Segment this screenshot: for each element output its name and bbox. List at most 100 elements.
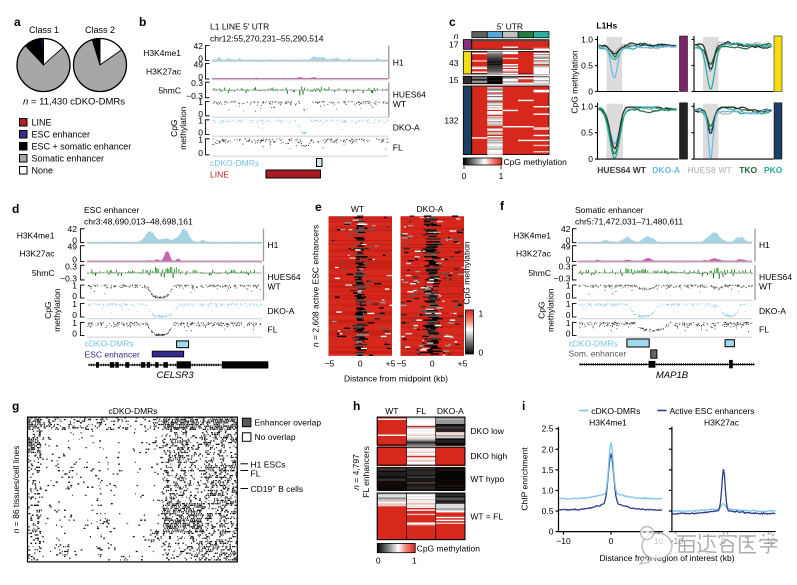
svg-text:0: 0 — [462, 171, 467, 181]
svg-text:0: 0 — [72, 255, 77, 265]
svg-text:FL: FL — [759, 324, 769, 334]
svg-text:2.5: 2.5 — [542, 424, 554, 434]
svg-text:cDKO-DMRs: cDKO-DMRs — [591, 406, 640, 416]
svg-text:CpG: CpG — [43, 301, 53, 318]
svg-text:WT: WT — [719, 165, 733, 175]
svg-text:1: 1 — [198, 97, 203, 107]
svg-text:0: 0 — [72, 329, 77, 339]
svg-text:0: 0 — [566, 255, 571, 265]
svg-text:1: 1 — [566, 299, 571, 309]
svg-text:L1Hs: L1Hs — [596, 21, 617, 31]
svg-text:H3K4me1: H3K4me1 — [17, 231, 55, 241]
svg-text:0.3: 0.3 — [559, 261, 571, 271]
svg-text:cDKO-DMRs: cDKO-DMRs — [108, 406, 157, 416]
svg-text:H3K4me1: H3K4me1 — [143, 48, 181, 58]
svg-text:ESC enhancer: ESC enhancer — [32, 130, 91, 140]
svg-text:1: 1 — [479, 309, 484, 319]
svg-text:n: n — [454, 31, 459, 41]
svg-text:FL: FL — [268, 324, 278, 334]
svg-text:n = 11,430 cDKO-DMRs: n = 11,430 cDKO-DMRs — [23, 97, 125, 108]
svg-text:49: 49 — [194, 60, 204, 70]
svg-text:0: 0 — [566, 310, 571, 320]
svg-text:H1: H1 — [759, 240, 770, 250]
svg-text:0: 0 — [566, 236, 571, 246]
svg-text:i: i — [522, 399, 525, 413]
svg-text:MAP1B: MAP1B — [656, 370, 689, 381]
svg-text:H1: H1 — [268, 240, 279, 250]
svg-text:+5: +5 — [386, 359, 396, 369]
svg-text:1: 1 — [198, 115, 203, 125]
svg-text:1: 1 — [72, 281, 77, 291]
svg-text:LINE: LINE — [210, 170, 229, 180]
svg-text:1: 1 — [198, 134, 203, 144]
svg-text:5hmC: 5hmC — [528, 268, 551, 278]
svg-text:0: 0 — [588, 87, 593, 97]
svg-text:DKO-A: DKO-A — [759, 306, 786, 316]
svg-text:n = 4,797: n = 4,797 — [351, 454, 361, 490]
svg-text:5hmC: 5hmC — [32, 268, 55, 278]
svg-text:1.0: 1.0 — [581, 101, 593, 111]
svg-text:H3K27ac: H3K27ac — [146, 66, 182, 76]
svg-text:2.0: 2.0 — [542, 444, 554, 454]
svg-text:DKO-A: DKO-A — [393, 123, 420, 133]
svg-text:HUES64: HUES64 — [393, 89, 426, 99]
svg-text:L1 LINE 5′ UTR: L1 LINE 5′ UTR — [210, 22, 269, 32]
svg-text:0.5: 0.5 — [581, 61, 593, 71]
svg-text:H3K27ac: H3K27ac — [20, 249, 56, 259]
svg-text:CELSR3: CELSR3 — [157, 370, 195, 381]
svg-text:0.5: 0.5 — [581, 128, 593, 138]
svg-text:WT: WT — [385, 406, 398, 416]
svg-text:n = 86 tissues/cell lines: n = 86 tissues/cell lines — [11, 446, 21, 534]
svg-text:Somatic enhancer: Somatic enhancer — [575, 205, 644, 215]
svg-text:g: g — [12, 399, 19, 413]
svg-text:chr12:55,270,231–55,290,514: chr12:55,270,231–55,290,514 — [210, 34, 324, 44]
svg-text:H3K4me1: H3K4me1 — [589, 418, 627, 428]
svg-text:DKO high: DKO high — [470, 451, 507, 461]
svg-text:0: 0 — [376, 556, 381, 566]
svg-text:DKO-A: DKO-A — [437, 406, 464, 416]
svg-text:0.5: 0.5 — [542, 506, 554, 516]
svg-text:FL enhancers: FL enhancers — [361, 446, 371, 498]
svg-text:H1 ESCs: H1 ESCs — [251, 460, 286, 470]
svg-text:0: 0 — [198, 148, 203, 158]
svg-text:e: e — [315, 200, 322, 214]
svg-text:FL: FL — [416, 406, 426, 416]
svg-text:0.3: 0.3 — [65, 261, 77, 271]
svg-text:Distance from region of intere: Distance from region of interest (kb) — [599, 553, 734, 563]
svg-text:49: 49 — [561, 242, 571, 252]
svg-text:+5: +5 — [458, 359, 468, 369]
svg-text:1.0: 1.0 — [542, 485, 554, 495]
svg-text:42: 42 — [194, 41, 204, 51]
svg-text:HUES8: HUES8 — [687, 165, 716, 175]
svg-text:−0.3: −0.3 — [60, 273, 77, 283]
svg-text:HUES64: HUES64 — [759, 272, 792, 282]
svg-text:−0.3: −0.3 — [186, 91, 203, 101]
svg-text:1: 1 — [72, 318, 77, 328]
svg-text:43: 43 — [449, 58, 459, 68]
svg-text:H3K27ac: H3K27ac — [704, 418, 740, 428]
svg-text:DKO-A: DKO-A — [268, 306, 295, 316]
svg-text:0: 0 — [430, 359, 435, 369]
svg-text:CpG: CpG — [169, 119, 179, 136]
svg-text:WT = FL: WT = FL — [470, 511, 503, 521]
svg-text:Class 2: Class 2 — [85, 25, 115, 35]
svg-text:H3K27ac: H3K27ac — [516, 249, 552, 259]
svg-text:LINE: LINE — [32, 118, 52, 128]
svg-text:WT: WT — [393, 99, 406, 109]
svg-text:5hmC: 5hmC — [158, 85, 181, 95]
svg-text:CpG: CpG — [537, 301, 547, 318]
svg-text:17: 17 — [449, 39, 459, 49]
svg-text:methylation: methylation — [546, 288, 556, 332]
svg-text:−5: −5 — [397, 359, 407, 369]
svg-text:WT hypo: WT hypo — [470, 474, 504, 484]
svg-text:DKO low: DKO low — [470, 426, 504, 436]
svg-text:d: d — [12, 202, 19, 216]
svg-text:0: 0 — [358, 359, 363, 369]
svg-text:ChIP enrichment: ChIP enrichment — [520, 447, 530, 511]
svg-text:HUES64 WT: HUES64 WT — [597, 165, 646, 175]
svg-text:H1: H1 — [393, 57, 404, 67]
svg-text:0: 0 — [72, 291, 77, 301]
svg-text:None: None — [32, 166, 54, 176]
svg-text:0: 0 — [72, 236, 77, 246]
svg-text:−10: −10 — [556, 536, 571, 546]
